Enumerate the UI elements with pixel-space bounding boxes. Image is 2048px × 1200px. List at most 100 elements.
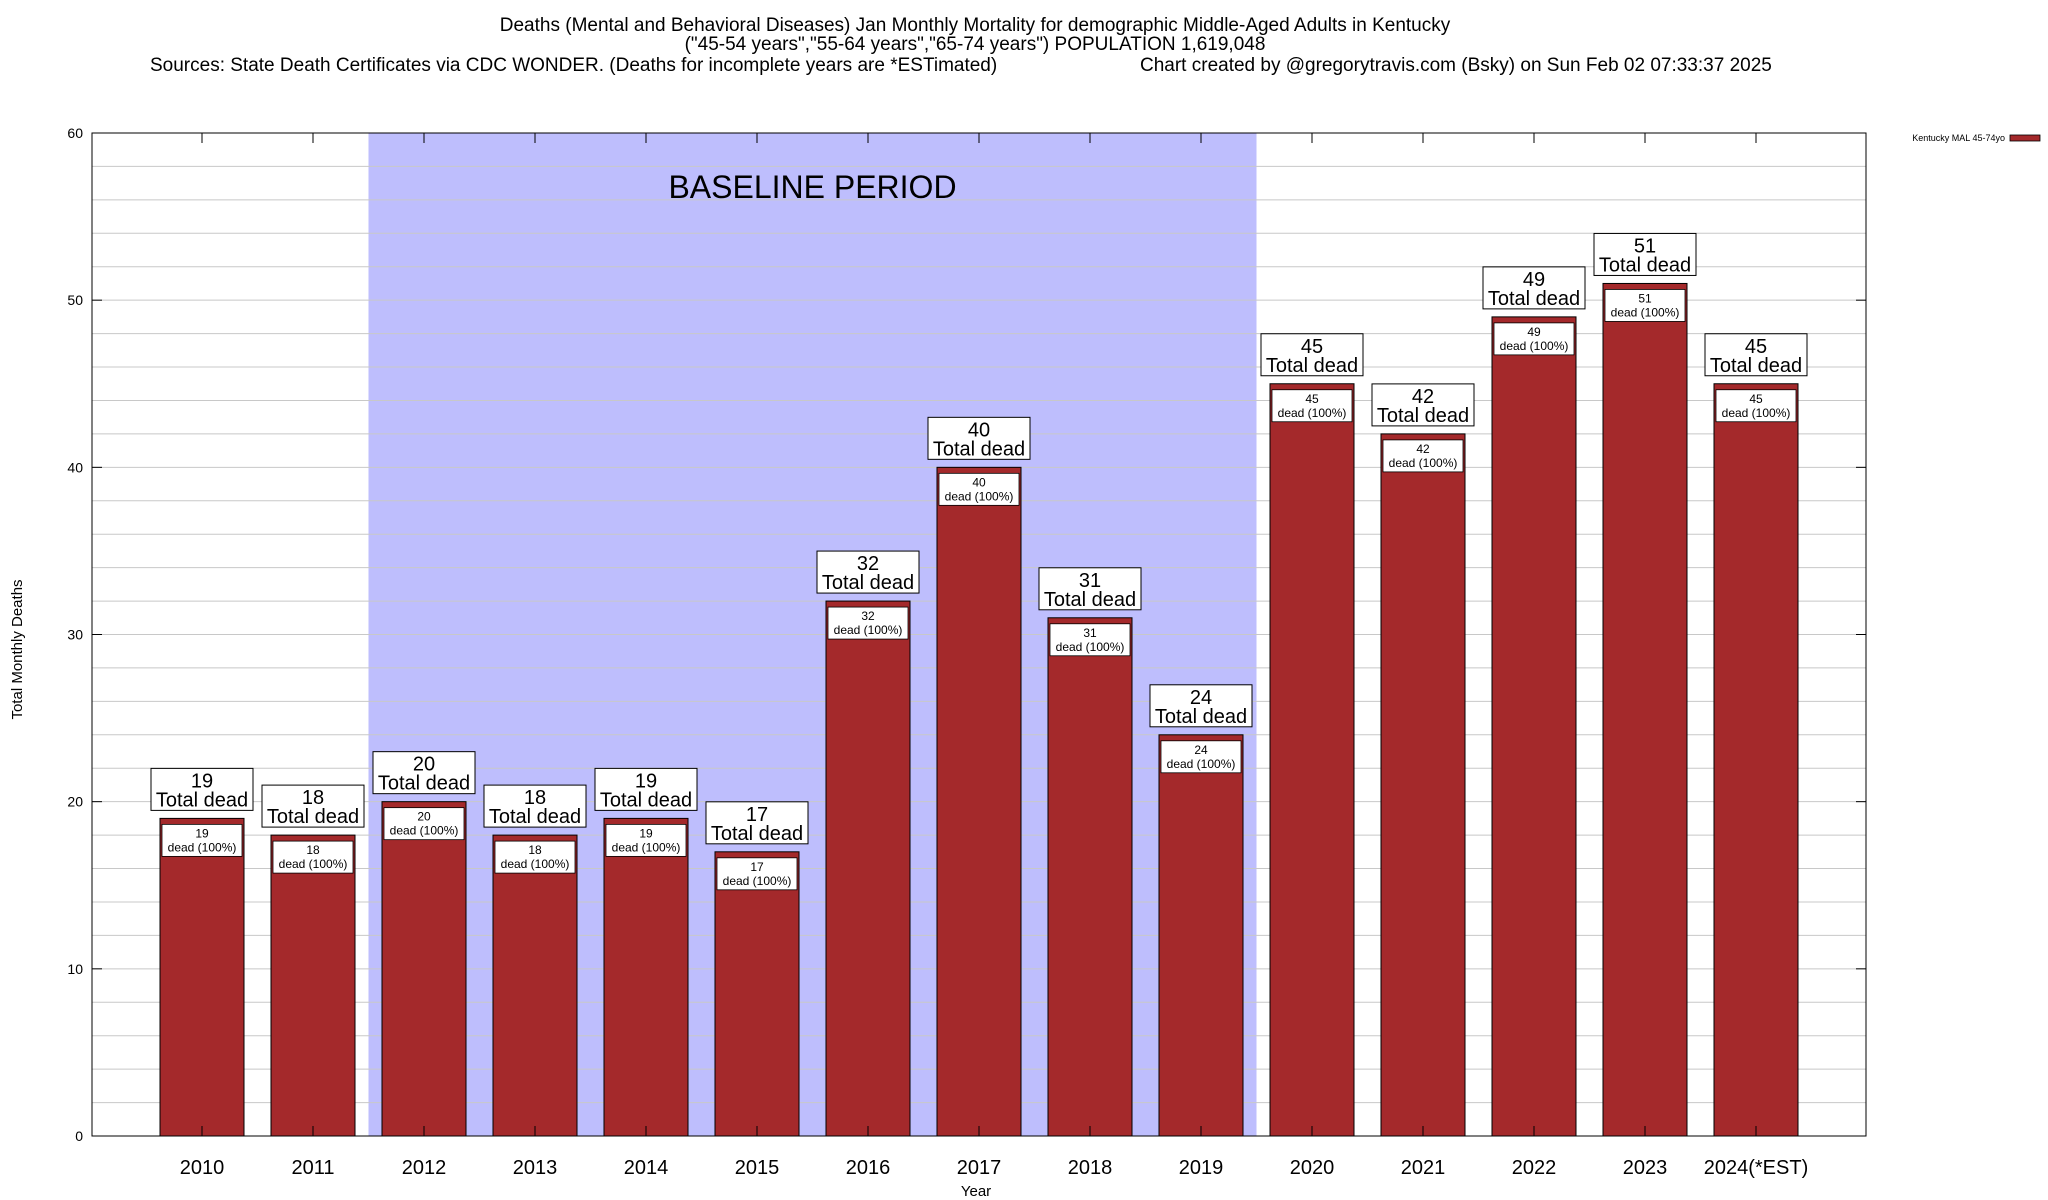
- x-tick-label: 2012: [402, 1157, 447, 1179]
- total-dead-label: Total dead: [1155, 706, 1247, 728]
- total-dead-label: Total dead: [1488, 288, 1580, 310]
- total-dead-label: Total dead: [1266, 355, 1358, 377]
- chart-sources: Sources: State Death Certificates via CD…: [150, 55, 997, 76]
- legend-swatch: [2009, 134, 2041, 142]
- bar: [714, 851, 800, 1137]
- chart-credit: Chart created by @gregorytravis.com (Bsk…: [1140, 55, 1772, 76]
- total-dead-label: Total dead: [1377, 405, 1469, 427]
- bar-percent-label: dead (100%): [1500, 339, 1569, 353]
- bar-value-label: 19: [195, 826, 209, 840]
- bar-value-label: 49: [1527, 325, 1541, 339]
- total-dead-label: Total dead: [378, 773, 470, 795]
- x-tick-label: 2021: [1401, 1157, 1446, 1179]
- bar-value-label: 40: [972, 475, 986, 489]
- bar-value-label: 51: [1638, 291, 1652, 305]
- bar: [492, 834, 578, 1137]
- baseline-period-label: BASELINE PERIOD: [668, 169, 956, 205]
- total-value-label: 17: [746, 804, 768, 826]
- x-tick-label: 2018: [1068, 1157, 1113, 1179]
- bar: [1269, 383, 1355, 1137]
- bar: [159, 817, 245, 1137]
- total-label-box: [1260, 333, 1364, 377]
- x-tick-label: 2024(*EST): [1704, 1157, 1809, 1179]
- x-tick-label: 2022: [1512, 1157, 1557, 1179]
- total-label-box: [1593, 232, 1697, 276]
- bar: [270, 834, 356, 1137]
- total-label-box: [594, 767, 698, 811]
- bar: [1158, 734, 1244, 1137]
- total-value-label: 42: [1412, 386, 1434, 408]
- total-dead-label: Total dead: [933, 438, 1025, 460]
- total-dead-label: Total dead: [822, 572, 914, 594]
- bar-percent-label: dead (100%): [1722, 406, 1791, 420]
- total-dead-label: Total dead: [489, 806, 581, 828]
- total-value-label: 20: [413, 754, 435, 776]
- x-tick-label: 2017: [957, 1157, 1002, 1179]
- total-label-box: [705, 801, 809, 845]
- total-label-box: [372, 751, 476, 795]
- bar-value-label: 45: [1749, 392, 1763, 406]
- total-value-label: 51: [1634, 235, 1656, 257]
- x-tick-label: 2010: [180, 1157, 225, 1179]
- bar-value-box: [1604, 289, 1686, 322]
- total-dead-label: Total dead: [600, 789, 692, 811]
- total-label-box: [261, 784, 365, 828]
- total-value-label: 19: [191, 770, 213, 792]
- bar-value-label: 18: [528, 843, 542, 857]
- bar-value-label: 32: [861, 609, 875, 623]
- total-value-label: 18: [302, 787, 324, 809]
- y-tick-label: 50: [67, 292, 83, 308]
- bar: [603, 817, 689, 1137]
- bar-percent-label: dead (100%): [1167, 757, 1236, 771]
- bar-percent-label: dead (100%): [501, 857, 570, 871]
- chart-title: Deaths (Mental and Behavioral Diseases) …: [500, 15, 1451, 36]
- total-label-box: [1038, 567, 1142, 611]
- total-dead-label: Total dead: [267, 806, 359, 828]
- legend-entry-label: Kentucky MAL 45-74yo: [1912, 133, 2005, 143]
- total-value-label: 18: [524, 787, 546, 809]
- bar-percent-label: dead (100%): [834, 623, 903, 637]
- total-label-box: [1149, 684, 1253, 728]
- x-tick-label: 2014: [624, 1157, 669, 1179]
- x-tick-label: 2016: [846, 1157, 891, 1179]
- bar: [825, 600, 911, 1137]
- y-axis-label: Total Monthly Deaths: [9, 579, 26, 719]
- bar: [381, 801, 467, 1137]
- bar-percent-label: dead (100%): [279, 857, 348, 871]
- bar-value-box: [938, 472, 1020, 506]
- bar: [1602, 282, 1688, 1137]
- y-tick-label: 20: [67, 794, 83, 810]
- total-label-box: [927, 416, 1031, 460]
- bar-percent-label: dead (100%): [723, 874, 792, 888]
- total-label-box: [150, 767, 254, 811]
- bar-value-box: [494, 840, 576, 874]
- plot-frame: [91, 132, 1867, 1137]
- x-tick-label: 2019: [1179, 1157, 1224, 1179]
- total-dead-label: Total dead: [1710, 355, 1802, 377]
- bar-value-box: [716, 857, 798, 891]
- bar-percent-label: dead (100%): [168, 840, 237, 854]
- bar-percent-label: dead (100%): [390, 824, 459, 838]
- total-dead-label: Total dead: [711, 823, 803, 845]
- total-dead-label: Total dead: [1599, 254, 1691, 276]
- bar-value-box: [605, 823, 687, 857]
- bar-value-box: [827, 606, 909, 640]
- total-dead-label: Total dead: [156, 789, 248, 811]
- bar-value-box: [1049, 623, 1131, 657]
- y-tick-label: 0: [75, 1128, 83, 1144]
- bar-percent-label: dead (100%): [945, 489, 1014, 503]
- bar-value-box: [1493, 322, 1575, 356]
- bar: [936, 466, 1022, 1137]
- chart-subtitle: ("45-54 years","55-64 years","65-74 year…: [685, 34, 1266, 55]
- total-label-box: [816, 550, 920, 594]
- total-value-label: 19: [635, 770, 657, 792]
- bar-value-label: 31: [1083, 626, 1097, 640]
- bar-value-box: [272, 840, 354, 874]
- total-value-label: 45: [1301, 336, 1323, 358]
- bar-percent-label: dead (100%): [1278, 406, 1347, 420]
- total-value-label: 49: [1523, 269, 1545, 291]
- total-value-label: 31: [1079, 570, 1101, 592]
- bar: [1713, 383, 1799, 1137]
- total-dead-label: Total dead: [1044, 589, 1136, 611]
